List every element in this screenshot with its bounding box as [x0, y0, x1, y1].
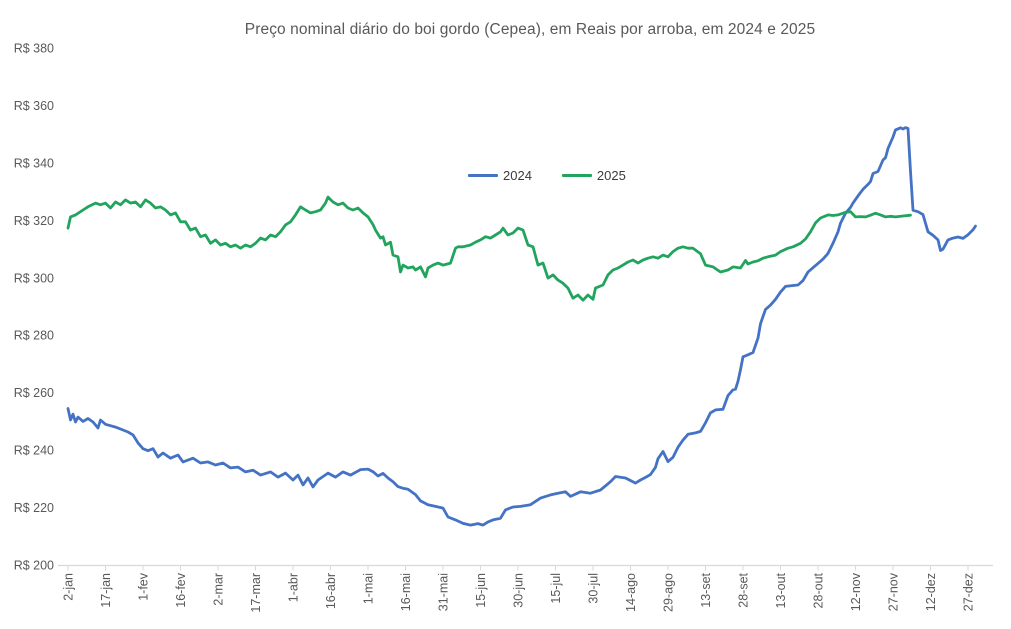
legend-label-2025: 2025 — [596, 168, 626, 183]
y-axis-tick-label: R$ 380 — [14, 42, 54, 56]
x-axis-tick-label: 16-mai — [399, 573, 413, 611]
series-line-2024 — [66, 126, 977, 527]
y-axis-tick-label: R$ 220 — [14, 501, 54, 515]
x-axis-tick-label: 29-ago — [662, 573, 676, 612]
y-axis-tick-label: R$ 340 — [14, 156, 54, 170]
legend-entry-2024: 2024 — [468, 168, 532, 183]
x-axis-tick-label: 16-abr — [324, 573, 338, 609]
x-axis-tick-label: 15-jul — [549, 573, 563, 604]
legend-entry-2025: 2025 — [561, 168, 626, 183]
y-axis-tick-label: R$ 200 — [14, 559, 54, 573]
legend-swatch-2024 — [468, 174, 498, 177]
x-axis-tick-label: 17-jan — [99, 573, 113, 608]
x-axis-tick-label: 13-out — [774, 572, 788, 608]
x-axis-tick-label: 12-dez — [924, 573, 938, 611]
x-axis-tick-label: 30-jul — [587, 573, 601, 604]
x-axis-tick-label: 30-jun — [512, 573, 526, 608]
x-axis-tick-label: 13-set — [699, 572, 713, 607]
series-line-2025 — [66, 195, 912, 302]
x-axis-tick-label: 12-nov — [849, 572, 863, 611]
y-axis-tick-label: R$ 360 — [14, 99, 54, 113]
x-axis-tick-label: 14-ago — [624, 573, 638, 612]
x-axis-tick-label: 28-out — [812, 572, 826, 608]
legend-label-2024: 2024 — [503, 168, 532, 183]
y-axis-tick-label: R$ 280 — [14, 329, 54, 343]
x-axis-tick-label: 17-mar — [249, 573, 263, 613]
y-axis-tick-label: R$ 320 — [14, 214, 54, 228]
y-axis-tick-label: R$ 240 — [14, 444, 54, 458]
legend-swatch-2025 — [561, 174, 592, 177]
y-axis-tick-label: R$ 300 — [14, 271, 54, 285]
x-axis-tick-label: 1-abr — [287, 573, 301, 602]
x-axis-tick-label: 15-jun — [474, 573, 488, 608]
x-axis-tick-label: 16-fev — [174, 572, 188, 607]
x-axis-tick-label: 27-nov — [887, 572, 901, 611]
x-axis-tick-label: 1-fev — [137, 572, 151, 601]
x-axis-tick-label: 31-mai — [437, 573, 451, 611]
chart-title: Preço nominal diário do boi gordo (Cepea… — [244, 21, 816, 38]
x-axis-tick-label: 2-jan — [62, 573, 76, 601]
x-axis-tick-label: 27-dez — [962, 573, 976, 611]
x-axis-tick-label: 28-set — [737, 572, 751, 607]
x-axis-tick-label: 2-mar — [212, 573, 226, 606]
x-axis-tick-label: 1-mai — [362, 573, 376, 604]
y-axis-tick-label: R$ 260 — [14, 386, 54, 400]
chart-legend: 2024 2025 — [468, 168, 626, 183]
